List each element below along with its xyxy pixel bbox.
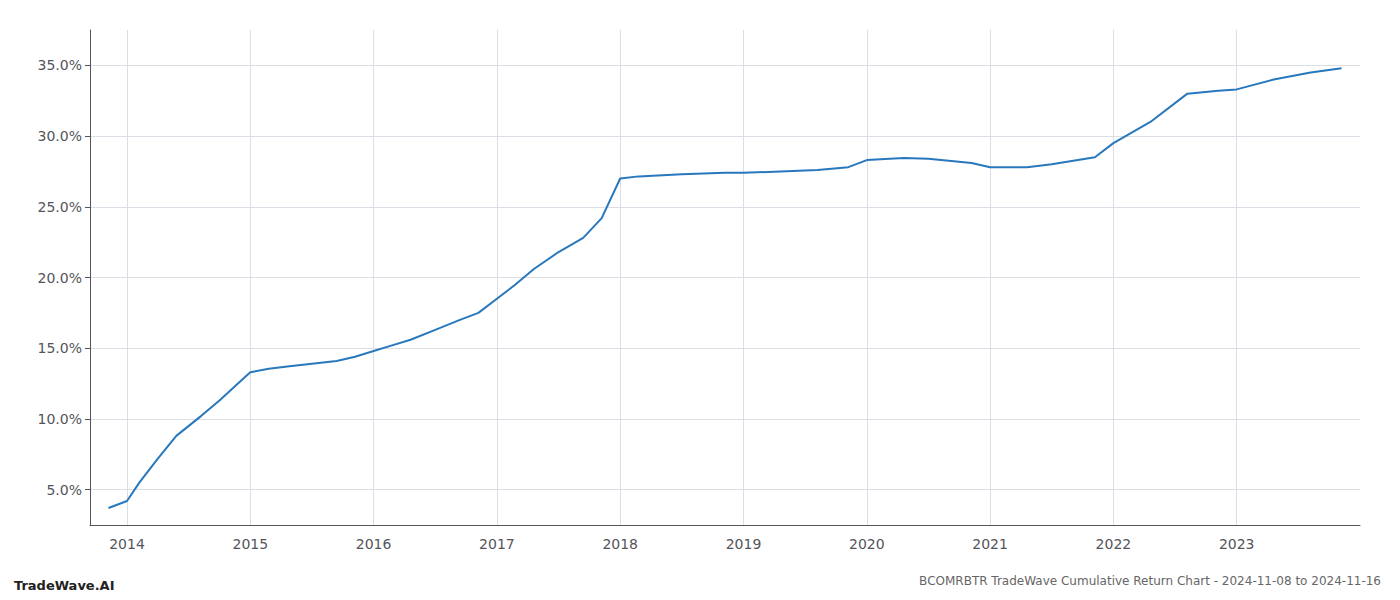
svg-text:2021: 2021 (972, 536, 1008, 552)
svg-text:2014: 2014 (109, 536, 145, 552)
svg-text:2016: 2016 (356, 536, 392, 552)
svg-text:5.0%: 5.0% (46, 482, 82, 498)
svg-text:2019: 2019 (726, 536, 762, 552)
svg-text:TradeWave.AI: TradeWave.AI (14, 578, 115, 593)
svg-text:35.0%: 35.0% (38, 57, 82, 73)
svg-text:2020: 2020 (849, 536, 885, 552)
svg-text:10.0%: 10.0% (38, 411, 82, 427)
svg-text:2022: 2022 (1096, 536, 1132, 552)
svg-text:2017: 2017 (479, 536, 515, 552)
svg-text:20.0%: 20.0% (38, 270, 82, 286)
svg-text:15.0%: 15.0% (38, 340, 82, 356)
svg-text:30.0%: 30.0% (38, 128, 82, 144)
svg-text:2018: 2018 (602, 536, 638, 552)
svg-text:2023: 2023 (1219, 536, 1255, 552)
svg-text:2015: 2015 (232, 536, 268, 552)
svg-text:25.0%: 25.0% (38, 199, 82, 215)
svg-text:BCOMRBTR TradeWave Cumulative: BCOMRBTR TradeWave Cumulative Return Cha… (919, 574, 1381, 588)
